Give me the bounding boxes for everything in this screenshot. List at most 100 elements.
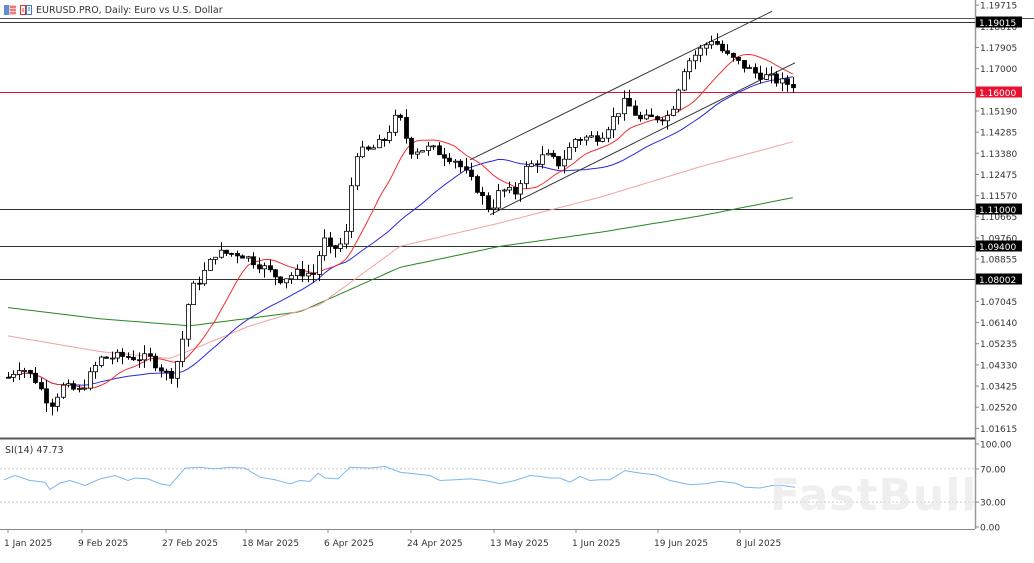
- candle: [764, 74, 769, 80]
- candle: [213, 256, 218, 260]
- candle: [115, 351, 120, 359]
- candle: [556, 156, 561, 167]
- candle: [6, 376, 11, 379]
- candle: [513, 186, 518, 195]
- candle: [142, 353, 147, 361]
- candle: [464, 166, 469, 171]
- candle: [453, 160, 458, 163]
- candle: [349, 185, 354, 232]
- candle: [431, 145, 436, 148]
- channel-upper-line[interactable]: [469, 10, 773, 161]
- candle: [458, 160, 463, 168]
- candle: [55, 396, 60, 407]
- candle: [28, 370, 33, 374]
- candle: [785, 78, 790, 85]
- ma-medium-line[interactable]: [7, 76, 793, 386]
- candle: [159, 367, 164, 372]
- candle: [600, 137, 605, 142]
- candle: [197, 282, 202, 285]
- candle: [524, 165, 529, 185]
- candle: [409, 137, 414, 155]
- candle: [638, 114, 643, 120]
- candle: [502, 189, 507, 192]
- candle: [262, 265, 267, 270]
- candlestick-series[interactable]: [6, 33, 796, 416]
- candle: [671, 108, 676, 116]
- candle: [655, 116, 660, 121]
- time-tick-label: 6 Apr 2025: [324, 539, 374, 549]
- rsi-line[interactable]: [3, 465, 796, 491]
- price-level-label: 1.08002: [979, 276, 1016, 286]
- candle: [725, 50, 730, 54]
- ma-200-line[interactable]: [7, 197, 793, 327]
- price-tick-label: 1.08855: [980, 256, 1017, 266]
- candle: [447, 157, 452, 163]
- candle: [698, 47, 703, 56]
- candle: [709, 41, 714, 46]
- candle: [71, 383, 76, 390]
- price-level-tag: [976, 240, 1022, 252]
- candle: [355, 156, 360, 187]
- ma-fast-line[interactable]: [7, 53, 794, 389]
- price-tick-label: 1.01615: [980, 425, 1017, 435]
- ma-slow-line[interactable]: [7, 141, 793, 359]
- price-level-tag: [976, 273, 1022, 285]
- chart-type-icon[interactable]: [20, 5, 32, 15]
- candle: [496, 190, 501, 209]
- time-tick-label: 8 Jul 2025: [736, 539, 781, 549]
- candle: [426, 145, 431, 152]
- candle: [186, 304, 191, 340]
- candle: [747, 67, 752, 69]
- candle: [377, 139, 382, 149]
- candle: [442, 154, 447, 159]
- candle: [175, 361, 180, 379]
- candle: [164, 370, 169, 373]
- candle: [753, 67, 758, 74]
- candle: [665, 115, 670, 122]
- candle: [720, 43, 725, 52]
- price-tick-label: 1.03425: [980, 383, 1017, 393]
- candle: [420, 150, 425, 153]
- channel-lower-line[interactable]: [489, 62, 796, 216]
- time-tick-label: 18 Mar 2025: [242, 539, 299, 549]
- price-tick-label: 1.04330: [980, 361, 1017, 371]
- candle: [240, 255, 245, 259]
- time-axis[interactable]: 1 Jan 2025 9 Feb 2025 27 Feb 2025 18 Mar 20…: [4, 529, 781, 549]
- candle: [202, 269, 207, 285]
- candle: [322, 237, 327, 257]
- candle: [371, 147, 376, 150]
- candle: [578, 139, 583, 141]
- candle: [791, 84, 796, 89]
- price-tick-label: 1.02520: [980, 404, 1017, 414]
- candle: [191, 282, 196, 306]
- chart-list-icon[interactable]: [4, 5, 16, 15]
- price-tick-label: 1.11570: [980, 192, 1017, 202]
- price-axis[interactable]: 1.19715 1.18810 1.17905 1.17000 1.15190 1.142…: [975, 2, 1017, 435]
- candle: [317, 255, 322, 275]
- candle: [622, 97, 627, 115]
- time-tick-label: 1 Jan 2025: [4, 539, 52, 549]
- price-tick-label: 1.06140: [980, 319, 1017, 329]
- candle: [693, 54, 698, 62]
- candle: [284, 278, 289, 284]
- candle: [50, 402, 55, 407]
- candle: [780, 78, 785, 84]
- candle: [44, 388, 49, 404]
- candle: [77, 388, 82, 390]
- price-tick-label: 1.09760: [980, 234, 1017, 244]
- time-tick-label: 9 Feb 2025: [78, 539, 128, 549]
- candle: [480, 191, 485, 197]
- time-tick-label: 27 Feb 2025: [162, 539, 218, 549]
- candle: [295, 268, 300, 277]
- candle: [278, 276, 283, 284]
- candle: [715, 41, 720, 45]
- candle: [758, 72, 763, 80]
- candle: [246, 256, 251, 259]
- candle: [649, 114, 654, 118]
- candle: [529, 163, 534, 167]
- rsi-axis-label: 0.00: [980, 524, 1000, 534]
- candle: [137, 359, 142, 362]
- candle: [611, 116, 616, 131]
